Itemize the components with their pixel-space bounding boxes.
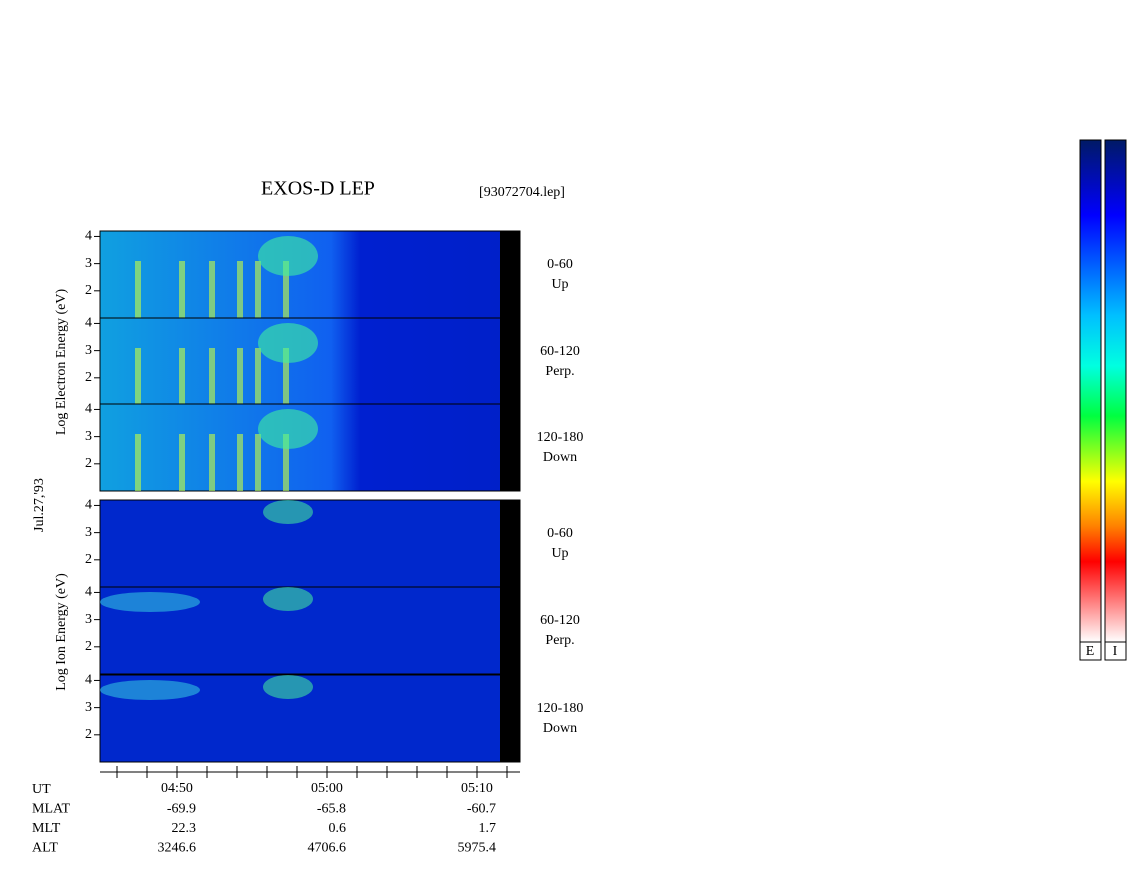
- panel-angle: 0-60: [547, 257, 573, 272]
- spectrogram-streak: [135, 434, 141, 491]
- ion-axis-label: Log Ion Energy (eV): [54, 573, 69, 691]
- y-tick-label: 4: [85, 673, 92, 688]
- spectrogram-streak: [179, 261, 185, 318]
- footer-label: UT: [32, 782, 51, 797]
- spectrogram-feature: [100, 680, 200, 700]
- spectrogram-feature: [258, 409, 318, 449]
- x-tick-label: 05:00: [311, 781, 343, 796]
- spectrogram-streak: [179, 434, 185, 491]
- spectrogram-streak: [237, 348, 243, 405]
- spectrogram-streak: [209, 261, 215, 318]
- colorbar: [1104, 139, 1127, 643]
- footer-value: 22.3: [172, 821, 197, 836]
- spectrogram-streak: [283, 434, 289, 491]
- y-tick-label: 2: [85, 456, 92, 471]
- footer-label: MLAT: [32, 802, 71, 817]
- panel-angle: 120-180: [537, 430, 584, 445]
- colorbar: [1079, 139, 1102, 643]
- spectrogram-streak: [237, 261, 243, 318]
- data-gap: [500, 500, 520, 587]
- footer-value: 4706.6: [308, 841, 347, 856]
- panel-direction: Up: [551, 546, 568, 561]
- spectrogram-streak: [135, 348, 141, 405]
- y-tick-label: 4: [85, 316, 92, 331]
- y-tick-label: 3: [85, 256, 92, 271]
- y-tick-label: 2: [85, 370, 92, 385]
- spectrogram-feature: [258, 323, 318, 363]
- y-tick-label: 4: [85, 585, 92, 600]
- spectrogram-streak: [255, 434, 261, 491]
- y-tick-label: 4: [85, 498, 92, 513]
- panel-direction: Perp.: [545, 364, 574, 379]
- footer-label: ALT: [32, 841, 58, 856]
- data-gap: [500, 231, 520, 318]
- y-tick-label: 3: [85, 612, 92, 627]
- spectrogram-streak: [179, 348, 185, 405]
- y-tick-label: 4: [85, 229, 92, 244]
- panel-direction: Up: [551, 277, 568, 292]
- panel-angle: 60-120: [540, 613, 580, 628]
- panel-angle: 0-60: [547, 526, 573, 541]
- footer-value: -65.8: [317, 802, 346, 817]
- footer-value: 5975.4: [458, 841, 497, 856]
- spectrogram-streak: [283, 261, 289, 318]
- colorbar-label: E: [1086, 644, 1095, 659]
- spectrogram-feature: [258, 236, 318, 276]
- spectrogram-streak: [255, 348, 261, 405]
- y-tick-label: 2: [85, 552, 92, 567]
- colorbar-label-box: [1104, 641, 1127, 661]
- spectrogram-feature: [263, 675, 313, 699]
- y-tick-label: 3: [85, 343, 92, 358]
- panel-angle: 60-120: [540, 344, 580, 359]
- spectrogram-feature: [263, 500, 313, 524]
- colorbar-label: I: [1113, 644, 1118, 659]
- footer-value: 1.7: [479, 821, 497, 836]
- data-gap: [500, 675, 520, 762]
- footer-value: 0.6: [329, 821, 347, 836]
- y-tick-label: 3: [85, 429, 92, 444]
- y-tick-label: 3: [85, 525, 92, 540]
- data-gap: [500, 318, 520, 405]
- file-name: [93072704.lep]: [479, 185, 565, 200]
- footer-label: MLT: [32, 821, 61, 836]
- title: EXOS-D LEP: [261, 178, 375, 200]
- data-gap: [500, 587, 520, 674]
- spectrogram-streak: [255, 261, 261, 318]
- spectrogram-streak: [135, 261, 141, 318]
- y-tick-label: 2: [85, 283, 92, 298]
- panel-direction: Down: [543, 721, 577, 736]
- spectrogram-streak: [237, 434, 243, 491]
- x-tick-label: 05:10: [461, 781, 493, 796]
- panel-direction: Perp.: [545, 633, 574, 648]
- y-tick-label: 2: [85, 727, 92, 742]
- date: Jul.27,'93: [32, 478, 47, 532]
- y-tick-label: 2: [85, 639, 92, 654]
- spectrogram-streak: [283, 348, 289, 405]
- electron-axis-label: Log Electron Energy (eV): [54, 289, 69, 436]
- spectrogram-feature: [100, 592, 200, 612]
- panel-angle: 120-180: [537, 701, 584, 716]
- x-tick-label: 04:50: [161, 781, 193, 796]
- footer-value: -69.9: [167, 802, 196, 817]
- spectrogram-streak: [209, 348, 215, 405]
- panel-direction: Down: [543, 450, 577, 465]
- spectrogram-feature: [263, 587, 313, 611]
- data-gap: [500, 404, 520, 491]
- footer-value: -60.7: [467, 802, 496, 817]
- y-tick-label: 4: [85, 402, 92, 417]
- y-tick-label: 3: [85, 700, 92, 715]
- colorbar-label-box: [1079, 641, 1102, 661]
- spectrogram-streak: [209, 434, 215, 491]
- footer-value: 3246.6: [158, 841, 197, 856]
